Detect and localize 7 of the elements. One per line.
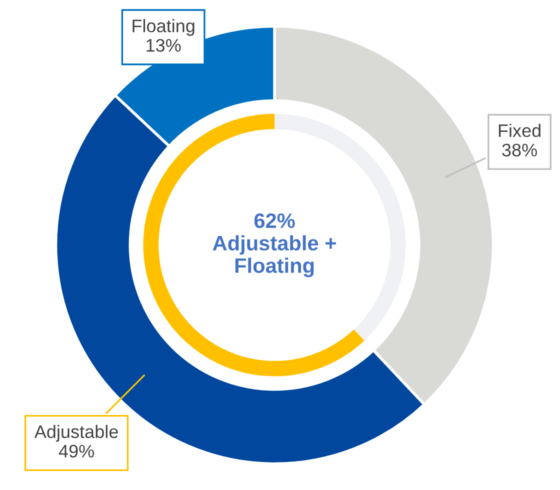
slice-label: Floating [132, 19, 194, 36]
data-label: 13% [146, 38, 181, 52]
slice-label: Fixed [498, 124, 540, 138]
slice-label: Adjustable [34, 424, 118, 442]
data-label: 38% [502, 144, 537, 156]
text: 62% Adjustable + Floating [212, 213, 336, 278]
data-label: 49% [58, 444, 94, 458]
